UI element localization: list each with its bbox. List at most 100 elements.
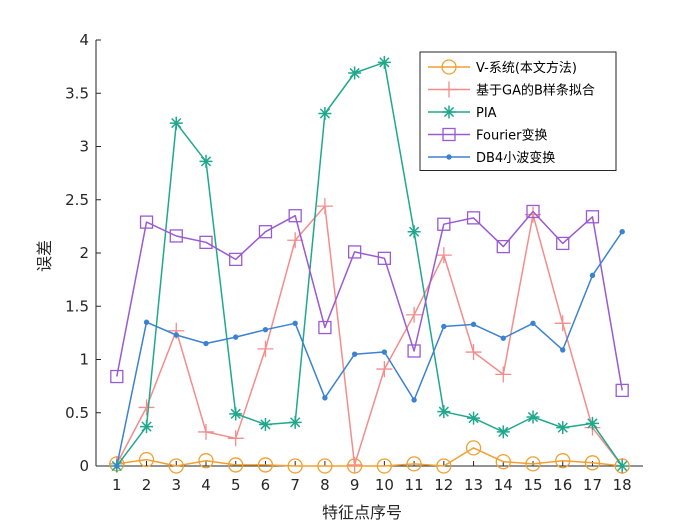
data-point [619, 229, 625, 235]
y-tick-label: 2 [79, 244, 89, 262]
legend: V-系统(本文方法) 基于GA的B样条拟合 PIA Fourier变换 DB4小波变换 [419, 51, 617, 171]
x-tick-label: 6 [261, 476, 271, 494]
data-point [584, 455, 601, 471]
data-point [322, 395, 328, 401]
data-point [114, 463, 120, 469]
data-point [227, 430, 244, 447]
series-group [108, 55, 631, 474]
y-tick-label: 3 [79, 138, 89, 156]
data-point [288, 209, 302, 223]
data-point [287, 458, 303, 474]
data-point [228, 457, 244, 473]
data-point [376, 361, 393, 378]
data-point [526, 204, 540, 219]
x-tick-label: 7 [290, 476, 300, 494]
legend-item: DB4小波变换 [428, 150, 555, 166]
x-tick-label: 4 [201, 476, 211, 494]
legend-label: PIA [476, 106, 497, 121]
y-tick-label: 1.5 [65, 297, 89, 315]
data-point [351, 351, 358, 357]
data-point [169, 116, 183, 130]
data-point [556, 236, 570, 251]
legend-label: 基于GA的B样条拟合 [476, 83, 595, 99]
x-tick-label: 11 [405, 476, 424, 494]
data-point [197, 423, 214, 440]
data-point [407, 344, 421, 358]
series-line [116, 231, 623, 467]
legend-marker [441, 81, 457, 98]
legend-marker [442, 105, 456, 119]
x-tick-label: 18 [613, 476, 632, 494]
data-point [554, 315, 571, 332]
x-tick-label: 10 [375, 476, 394, 494]
data-point [138, 451, 155, 468]
data-point [377, 251, 392, 265]
x-tick-label: 8 [320, 476, 330, 494]
data-point [233, 334, 239, 340]
data-point [437, 405, 451, 419]
data-point [556, 421, 570, 435]
x-tick-label: 2 [142, 476, 152, 494]
data-point [435, 247, 452, 264]
data-point [140, 420, 154, 434]
data-point [262, 326, 269, 333]
x-tick-label: 17 [583, 476, 602, 494]
series-5 [114, 229, 625, 469]
data-point [525, 456, 541, 472]
data-point [381, 349, 388, 355]
x-tick-label: 5 [231, 476, 241, 494]
data-point [168, 458, 184, 474]
data-point [615, 459, 629, 473]
data-point [138, 399, 155, 416]
data-point [376, 458, 393, 474]
data-point [495, 366, 512, 383]
y-tick-label: 0.5 [65, 404, 89, 422]
data-point [441, 323, 447, 330]
y-tick-label: 3.5 [65, 84, 89, 102]
legend-label: V-系统(本文方法) [476, 60, 577, 76]
legend-label: Fourier变换 [476, 128, 548, 144]
x-tick-label: 3 [171, 476, 181, 494]
data-point [143, 319, 150, 325]
y-tick-label: 4 [79, 31, 89, 49]
data-point [530, 320, 536, 326]
data-point [555, 453, 571, 469]
legend-item: V-系统(本文方法) [428, 59, 577, 76]
data-point [348, 66, 362, 80]
data-point [465, 440, 482, 456]
data-point [406, 456, 422, 472]
data-point [585, 416, 599, 430]
series-line [116, 447, 623, 467]
data-point [110, 369, 124, 384]
data-point [496, 239, 510, 254]
y-tick-label: 0 [79, 457, 89, 475]
data-point [203, 340, 209, 347]
data-point [257, 340, 274, 357]
data-point [258, 417, 272, 431]
data-point [495, 454, 511, 470]
legend-label: DB4小波变换 [476, 150, 555, 166]
data-point [317, 458, 333, 474]
data-point [560, 347, 566, 353]
series-line [116, 205, 623, 467]
x-tick-label: 16 [553, 476, 572, 494]
data-point [292, 320, 298, 326]
series-4 [110, 204, 629, 398]
data-point [288, 415, 302, 429]
data-point [407, 225, 421, 239]
data-point [258, 225, 273, 239]
legend-marker [446, 154, 452, 160]
y-tick-label: 2.5 [65, 191, 89, 209]
data-point [347, 245, 362, 259]
x-tick-label: 13 [464, 476, 483, 494]
y-axis-label: 误差 [35, 240, 54, 272]
data-point [377, 55, 391, 69]
data-point [470, 321, 477, 328]
data-point [318, 320, 332, 335]
data-point [316, 198, 333, 215]
data-point [173, 332, 179, 338]
data-point [496, 425, 510, 439]
x-tick-label: 1 [112, 476, 122, 494]
data-point [198, 453, 214, 469]
